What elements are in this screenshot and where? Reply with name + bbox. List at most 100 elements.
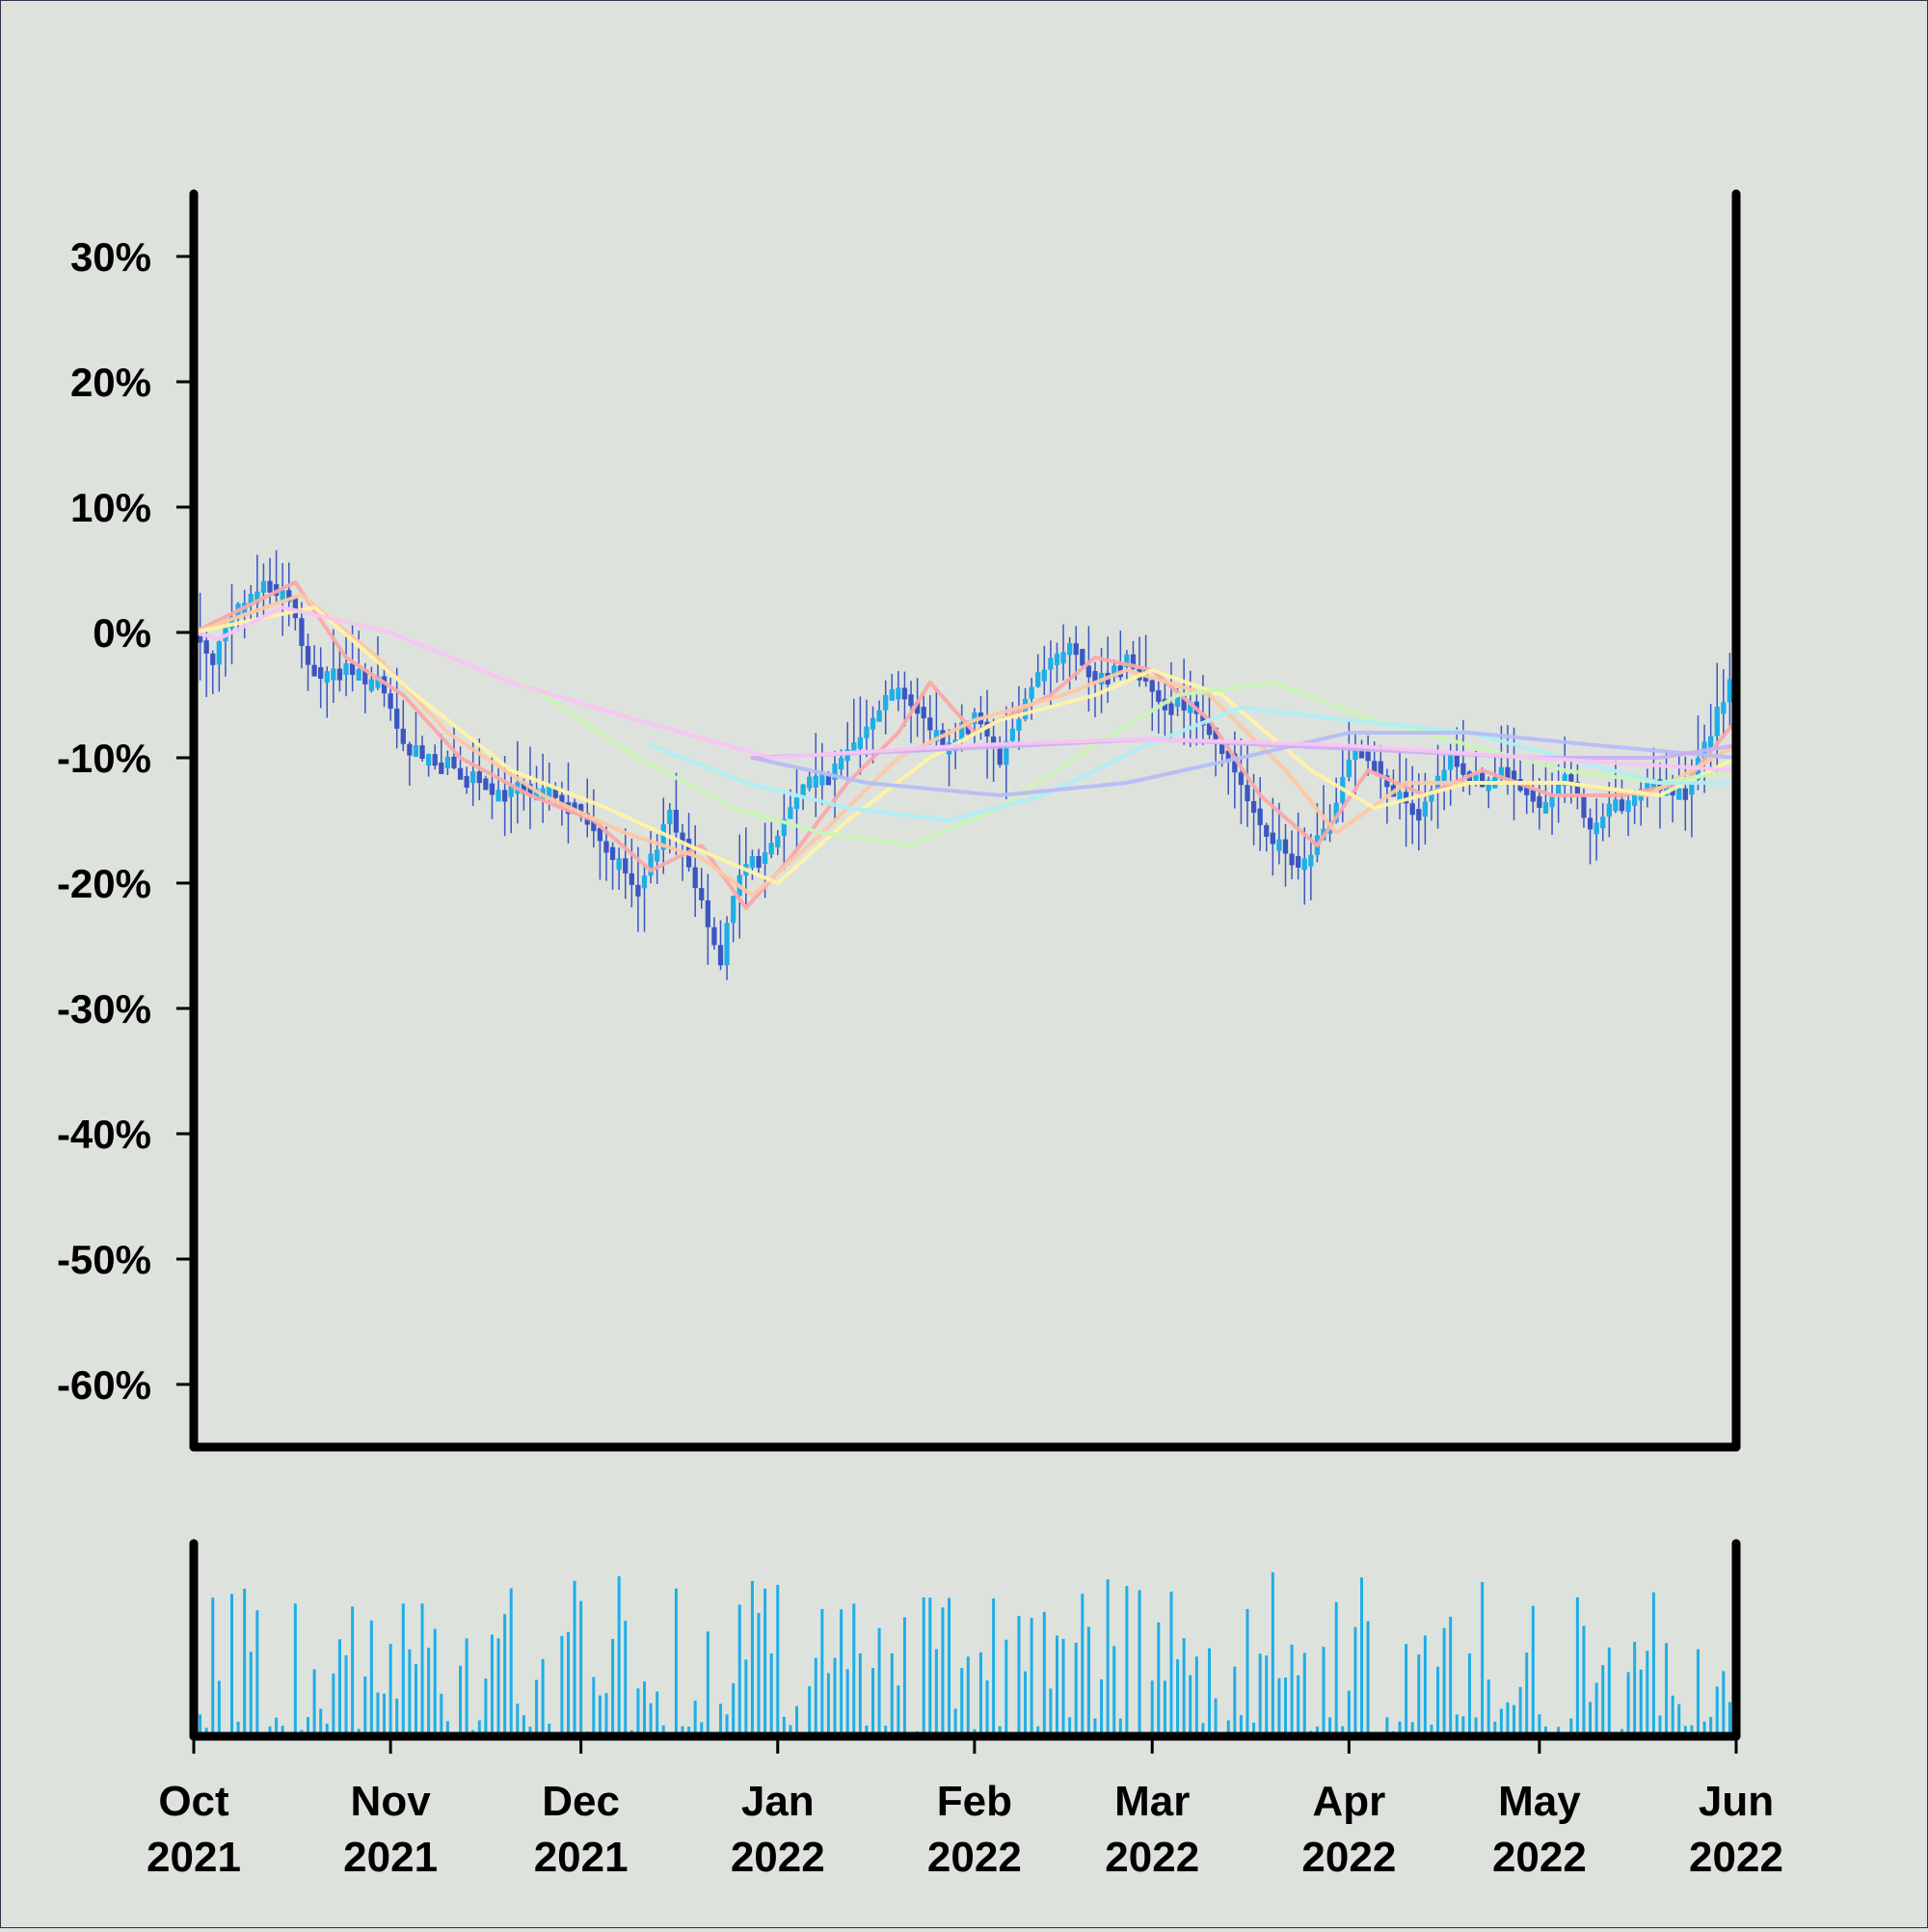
volume-bar [1004, 1640, 1007, 1736]
candle [947, 729, 951, 786]
volume-bar [770, 1653, 773, 1736]
candle-body [1035, 672, 1040, 686]
candle-body [318, 667, 323, 679]
candle [617, 847, 622, 890]
volume-bar [1164, 1680, 1166, 1736]
volume-bar [808, 1686, 811, 1736]
volume-bar [694, 1701, 697, 1736]
candle [1258, 777, 1263, 851]
candle-body [1588, 818, 1593, 829]
candle [998, 737, 1003, 768]
candle [1517, 756, 1522, 792]
candle-body [1060, 652, 1065, 663]
volume-bar [1277, 1678, 1280, 1736]
volume-bar [1303, 1653, 1306, 1736]
candle-body [1283, 840, 1288, 854]
candle [566, 763, 571, 844]
candle [407, 741, 412, 786]
candle [1588, 809, 1593, 865]
y-axis: 30%20%10%0%-10%-20%-30%-40%-50%-60% [57, 234, 194, 1408]
volume-bar [795, 1706, 798, 1736]
volume-bar [1265, 1655, 1268, 1736]
candle-body [1048, 657, 1053, 669]
volume-bar [1056, 1636, 1058, 1736]
candle-body [414, 745, 418, 757]
price-axes [194, 194, 1736, 1447]
candle-body [896, 687, 900, 699]
volume-bar [427, 1648, 430, 1736]
volume-bar [1468, 1653, 1471, 1736]
candle-body [1632, 794, 1637, 806]
candle-body [667, 810, 672, 824]
candle-body [210, 654, 215, 665]
x-tick-month: Dec [542, 1778, 620, 1825]
volume-bar [415, 1664, 417, 1736]
volume-bar [1443, 1628, 1446, 1736]
candle-body [1455, 755, 1459, 766]
volume-bar [1627, 1672, 1630, 1736]
y-tick-label: 0% [93, 610, 151, 656]
candle [598, 827, 602, 879]
candle [217, 638, 222, 691]
candle [198, 593, 202, 681]
volume-bar [440, 1694, 442, 1736]
candle [541, 754, 546, 823]
candle [693, 825, 698, 917]
candle-body [1480, 773, 1485, 787]
candle [419, 736, 424, 762]
volume-bar [840, 1609, 843, 1736]
volume-bar [923, 1597, 925, 1736]
volume-bar [1062, 1639, 1065, 1736]
volume-bar [1646, 1650, 1648, 1736]
volume-plot-area [193, 1572, 1738, 1736]
candle-body [763, 852, 767, 864]
volume-bar [1284, 1677, 1287, 1736]
candle-body [1423, 801, 1428, 817]
volume-bar [1291, 1645, 1294, 1736]
candle [1537, 778, 1541, 830]
volume-bar [1348, 1691, 1351, 1736]
volume-bar [636, 1688, 639, 1736]
candle-body [858, 738, 863, 749]
candle [509, 771, 514, 833]
volume-bar [313, 1669, 316, 1736]
volume-bar [744, 1659, 747, 1736]
volume-bar [763, 1589, 766, 1736]
candle-body [337, 669, 342, 681]
candle [724, 916, 729, 979]
volume-bar [497, 1638, 500, 1736]
volume-bar [738, 1604, 741, 1736]
candle-body [470, 771, 475, 783]
candle [401, 700, 406, 751]
volume-bar [1176, 1659, 1179, 1736]
candle [1143, 635, 1148, 687]
candle [1092, 662, 1097, 717]
volume-bar [1417, 1654, 1420, 1736]
candle [1042, 646, 1047, 695]
candle-body [1607, 804, 1612, 818]
candle-body [490, 784, 495, 795]
volume-bar [618, 1576, 621, 1736]
candle-body [711, 927, 716, 945]
candle-body [1251, 801, 1256, 813]
x-tick-year: 2021 [147, 1834, 241, 1881]
candle [458, 746, 463, 779]
candle [1194, 693, 1199, 745]
volume-bar [1367, 1622, 1370, 1736]
candle-body [1708, 736, 1713, 747]
volume-bar [1640, 1670, 1643, 1736]
candle-body [1239, 772, 1244, 785]
candle [991, 719, 996, 782]
volume-bar [1125, 1586, 1128, 1736]
candle-body [693, 868, 698, 889]
candle-body [1276, 840, 1281, 851]
candle [623, 828, 628, 899]
candle-body [788, 807, 792, 818]
volume-bar [624, 1621, 627, 1736]
candle-body [311, 665, 316, 677]
volume-bar [1481, 1582, 1484, 1736]
y-tick-label: 30% [70, 234, 151, 280]
candle-body [1074, 643, 1079, 655]
candle-body [1271, 833, 1275, 845]
